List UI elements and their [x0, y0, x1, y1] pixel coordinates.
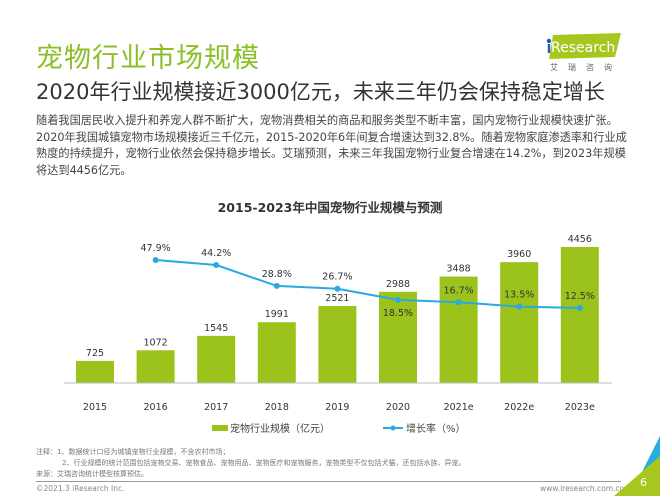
- legend: 宠物行业规模（亿元） 增长率（%）: [212, 422, 466, 435]
- bar-label-2021e: 3488: [447, 264, 471, 275]
- bar-label-2019: 2521: [325, 293, 349, 304]
- x-tick-2021e: 2021e: [444, 402, 474, 413]
- x-tick-2018: 2018: [265, 402, 289, 413]
- legend-line-marker: [390, 425, 396, 431]
- page-subtitle: 2020年行业规模接近3000亿元，未来三年仍会保持稳定增长: [36, 80, 605, 104]
- growth-label-2023e: 12.5%: [565, 291, 595, 302]
- growth-point-2020: [395, 296, 401, 303]
- x-tick-2023e: 2023e: [565, 402, 595, 413]
- growth-label-2017: 44.2%: [201, 248, 231, 259]
- growth-point-2018: [273, 282, 280, 289]
- bar-2020: [379, 291, 417, 383]
- bar-2021e: [439, 276, 478, 383]
- bar-2019: [318, 306, 357, 383]
- growth-point-2017: [213, 262, 220, 269]
- bar-2016: [136, 350, 175, 383]
- corner-decoration: [614, 436, 660, 496]
- chart-title: 2015-2023年中国宠物行业规模与预测: [218, 200, 443, 215]
- iresearch-logo: Research: [546, 33, 621, 59]
- note-2: 2、行业规模的统计范围包括宠物交易、宠物食品、宠物用品、宠物医疗和宠物服务，宠物…: [62, 459, 466, 467]
- note-1: 注释：1、数据统计口径为城镇宠物行业规模，不含农村市场；: [36, 448, 230, 456]
- growth-line: [155, 259, 580, 309]
- x-tick-2019: 2019: [325, 402, 349, 413]
- body-text: 随着我国居民收入提升和养宠人群不断扩大，宠物消费相关的商品和服务类型不断丰富，国…: [36, 114, 627, 177]
- bar-2017: [197, 335, 236, 383]
- page-title: 宠物行业市场规模: [36, 43, 260, 74]
- notes: 注释：1、数据统计口径为城镇宠物行业规模，不含农村市场； 2、行业规模的统计范围…: [36, 447, 465, 480]
- x-tick-2016: 2016: [144, 402, 168, 413]
- growth-point-2021e: [455, 299, 462, 306]
- bar-2023e: [560, 247, 599, 383]
- legend-line-label: 增长率（%）: [406, 422, 466, 435]
- bar-2018: [257, 322, 296, 383]
- bar-2015: [76, 360, 114, 383]
- legend-bar-swatch: [212, 425, 228, 431]
- growth-point-2016: [152, 256, 159, 263]
- page-number: 6: [640, 476, 647, 489]
- bar-label-2017: 1545: [204, 323, 228, 334]
- x-tick-2020: 2020: [386, 402, 410, 413]
- chart: 2015-2023年中国宠物行业规模与预测 725 1072 1545 1991 252…: [64, 200, 612, 435]
- divider: [36, 481, 621, 482]
- copyright: ©2021.3 iResearch Inc.: [36, 484, 125, 493]
- growth-label-2020: 18.5%: [383, 308, 413, 319]
- bar-label-2020: 2988: [386, 279, 410, 290]
- growth-label-2018: 28.8%: [262, 269, 292, 280]
- bar-2022e: [500, 262, 539, 383]
- bar-label-2022e: 3960: [507, 249, 531, 260]
- logo-chinese: 艾瑞咨询: [550, 63, 622, 72]
- x-tick-2015: 2015: [83, 402, 107, 413]
- growth-point-2022e: [516, 303, 523, 310]
- x-tick-2017: 2017: [204, 402, 228, 413]
- source: 来源：艾瑞咨询统计模型核算预估。: [36, 470, 148, 478]
- website: www.iresearch.com.cn: [540, 484, 625, 493]
- bar-label-2016: 1072: [144, 337, 168, 348]
- growth-point-2023e: [576, 305, 583, 311]
- bar-label-2018: 1991: [265, 309, 289, 320]
- growth-point-2019: [334, 285, 341, 292]
- x-tick-2022e: 2022e: [504, 402, 534, 413]
- bar-label-2015: 725: [86, 348, 104, 359]
- svg-text:Research: Research: [551, 40, 615, 56]
- growth-label-2016: 47.9%: [141, 243, 171, 254]
- bar-label-2023e: 4456: [568, 234, 592, 245]
- legend-bar-label: 宠物行业规模（亿元）: [230, 422, 330, 435]
- growth-label-2019: 26.7%: [322, 272, 352, 283]
- growth-label-2021e: 16.7%: [444, 285, 474, 296]
- growth-label-2022e: 13.5%: [504, 290, 534, 301]
